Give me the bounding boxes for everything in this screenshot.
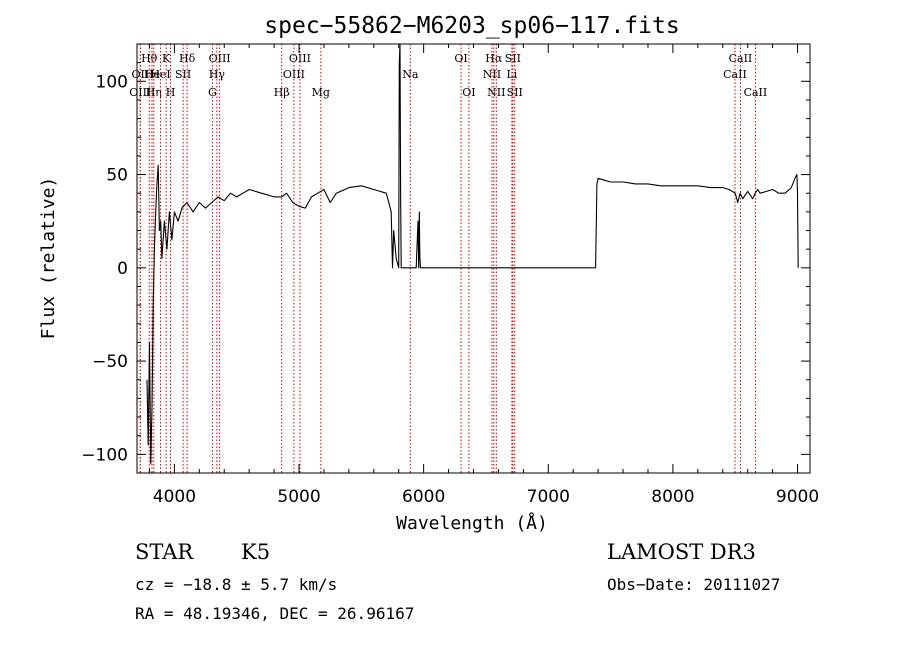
line-marker-label: NII	[483, 68, 501, 81]
x-axis-label: Wavelength (Å)	[396, 512, 548, 534]
line-marker-label: OIII	[129, 86, 151, 99]
plot-frame	[136, 43, 811, 474]
line-marker-label: Na	[402, 68, 419, 81]
y-tick-label: 100	[96, 72, 128, 92]
line-marker-label: Hβ	[274, 86, 290, 99]
line-marker-label: CaII	[729, 52, 753, 65]
line-marker-label: SII	[175, 68, 191, 81]
object-class: STAR	[135, 540, 194, 564]
line-marker-label: Hα	[485, 52, 503, 65]
line-marker-label: Hγ	[209, 68, 226, 81]
spectrum-line	[146, 43, 799, 465]
y-tick-label: 0	[117, 259, 128, 279]
survey-label: LAMOST DR3	[607, 540, 756, 564]
line-marker-label: Hη	[146, 86, 162, 99]
x-tick-label: 8000	[651, 487, 694, 507]
x-tick-label: 4000	[153, 487, 196, 507]
line-marker-label: HeI	[150, 68, 170, 81]
redshift-readout: cz = −18.8 ± 5.7 km/s	[135, 575, 338, 594]
line-markers: Hθ OII OIII He Hη K HeI H Hδ SII OIII Hγ G OIII OIII Hβ…	[129, 44, 767, 473]
y-tick-label: −100	[81, 445, 128, 465]
x-tick-label: 6000	[402, 487, 445, 507]
x-tick-label: 5000	[277, 487, 320, 507]
obs-date: Obs−Date: 20111027	[607, 575, 781, 594]
object-subclass: K5	[241, 540, 271, 564]
line-marker-label: H	[166, 86, 176, 99]
line-marker-label: K	[162, 52, 171, 65]
y-axis-label: Flux (relative)	[38, 177, 59, 340]
line-marker-label: OII	[132, 68, 150, 81]
line-marker-label: OI	[454, 52, 467, 65]
x-tick-label: 9000	[776, 487, 819, 507]
line-marker-label: SII	[507, 86, 523, 99]
line-marker-label: Hθ	[141, 52, 158, 65]
line-marker-label: OIII	[283, 68, 305, 81]
line-marker-label: G	[208, 86, 217, 99]
y-tick-label: 50	[106, 166, 128, 186]
line-marker-label: NII	[487, 86, 505, 99]
line-marker-label: OIII	[209, 52, 231, 65]
coordinates: RA = 48.19346, DEC = 26.96167	[135, 604, 415, 623]
line-marker-label: Hδ	[179, 52, 196, 65]
line-marker-label: CaII	[744, 86, 768, 99]
line-marker-label: SII	[505, 52, 521, 65]
x-tick-label: 7000	[527, 487, 570, 507]
y-tick-label: −50	[92, 352, 128, 372]
line-marker-label: Li	[506, 68, 517, 81]
line-marker-label: Mg	[312, 86, 330, 99]
line-marker-label: OI	[462, 86, 475, 99]
chart-title: spec−55862−M6203_sp06−117.fits	[264, 13, 679, 39]
series-layer	[146, 43, 799, 465]
axis-ticks: 4000 5000 6000 7000 8000 9000 −100 −50 0 50 100	[81, 43, 819, 507]
line-marker-label: OIII	[289, 52, 311, 65]
line-marker-label: CaII	[723, 68, 747, 81]
line-marker-label: He	[144, 68, 160, 81]
